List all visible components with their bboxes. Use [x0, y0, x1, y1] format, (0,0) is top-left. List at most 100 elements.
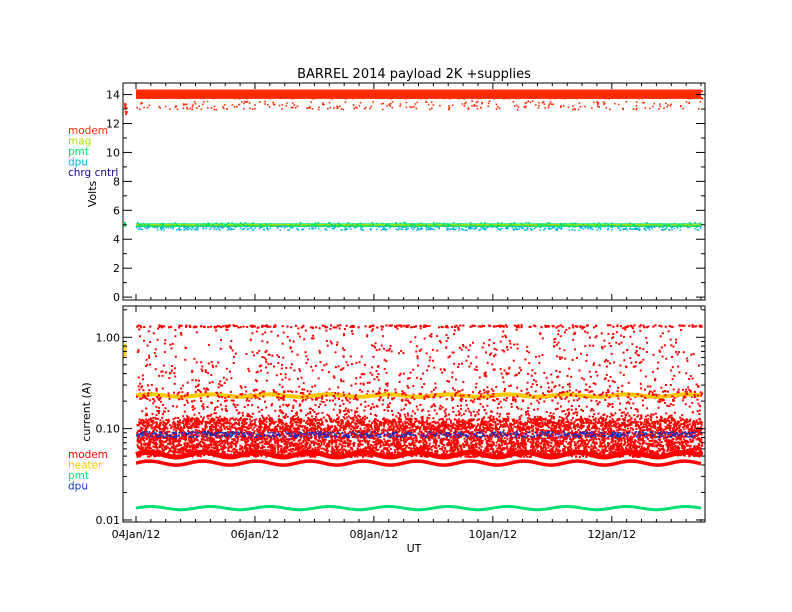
data-point	[263, 427, 266, 430]
data-point	[481, 456, 484, 459]
data-point	[671, 228, 673, 231]
data-point	[302, 428, 305, 431]
data-point	[140, 446, 143, 449]
data-point	[449, 441, 452, 444]
data-point	[596, 229, 598, 231]
data-point	[256, 428, 259, 431]
data-point	[616, 437, 619, 440]
data-point	[179, 225, 182, 227]
data-point	[179, 430, 182, 433]
data-point	[250, 226, 253, 229]
data-point	[325, 449, 328, 452]
data-point	[358, 441, 361, 444]
data-point	[634, 432, 637, 435]
data-point	[249, 227, 252, 230]
data-point	[234, 226, 237, 229]
data-point	[516, 104, 518, 107]
data-point	[544, 421, 547, 424]
data-point	[547, 422, 550, 425]
data-point	[245, 101, 248, 103]
data-point	[425, 420, 428, 423]
data-point	[294, 442, 297, 445]
data-point	[480, 445, 483, 448]
data-point	[372, 223, 374, 226]
data-point	[686, 225, 689, 228]
data-point	[308, 419, 311, 422]
data-point	[124, 105, 127, 108]
data-point	[593, 222, 595, 225]
data-point	[652, 225, 655, 228]
data-point	[556, 228, 558, 231]
data-point	[577, 108, 580, 111]
data-point	[326, 451, 329, 454]
data-point	[178, 227, 181, 229]
data-point	[520, 434, 523, 437]
data-point	[687, 428, 690, 431]
data-point	[433, 428, 436, 431]
data-point	[592, 450, 595, 453]
data-point	[198, 105, 200, 107]
data-point	[354, 106, 357, 109]
data-point	[656, 224, 658, 227]
data-point	[207, 444, 210, 447]
data-point	[292, 106, 294, 109]
legend-entry: pmt	[68, 146, 89, 158]
data-point	[433, 420, 436, 423]
data-point	[465, 101, 467, 104]
data-point	[676, 434, 679, 437]
data-point	[534, 104, 537, 106]
data-point	[147, 223, 149, 226]
data-point	[606, 421, 609, 424]
data-point	[401, 226, 403, 228]
data-point	[577, 444, 580, 447]
data-point	[659, 103, 661, 105]
data-point	[174, 221, 177, 224]
data-point	[364, 433, 367, 436]
data-point	[578, 229, 581, 231]
data-point	[592, 447, 595, 450]
data-point	[529, 227, 532, 230]
data-point	[336, 450, 339, 453]
data-point	[607, 225, 610, 228]
data-point	[639, 229, 641, 231]
data-point	[369, 107, 371, 110]
data-point	[564, 222, 567, 225]
data-point	[222, 423, 225, 426]
data-point	[333, 225, 335, 227]
data-point	[473, 105, 475, 107]
data-point	[297, 443, 300, 446]
data-point	[473, 228, 475, 230]
data-point	[258, 419, 261, 422]
data-point	[231, 222, 233, 224]
data-point	[381, 108, 384, 111]
data-point	[377, 425, 380, 428]
data-point	[386, 228, 388, 231]
data-point	[191, 440, 194, 443]
data-point	[187, 228, 190, 231]
data-point	[476, 425, 479, 428]
data-point	[235, 430, 238, 433]
data-point	[613, 102, 616, 105]
data-point	[168, 447, 171, 450]
data-point	[216, 448, 219, 451]
data-point	[172, 441, 175, 444]
data-point	[637, 421, 640, 424]
data-point	[372, 101, 374, 103]
data-point	[399, 420, 402, 423]
data-point	[344, 228, 346, 231]
legend-entry: modem	[68, 125, 108, 137]
data-point	[431, 433, 434, 436]
data-point	[536, 443, 539, 446]
data-point	[601, 420, 604, 423]
data-point	[560, 424, 563, 427]
data-point	[292, 427, 295, 430]
data-point	[340, 224, 343, 227]
data-point	[491, 440, 494, 443]
data-point	[510, 224, 512, 227]
data-point	[156, 442, 159, 445]
data-point	[273, 438, 276, 441]
data-point	[311, 227, 313, 230]
data-point	[199, 440, 202, 443]
data-point	[323, 103, 325, 106]
data-point	[653, 102, 656, 105]
